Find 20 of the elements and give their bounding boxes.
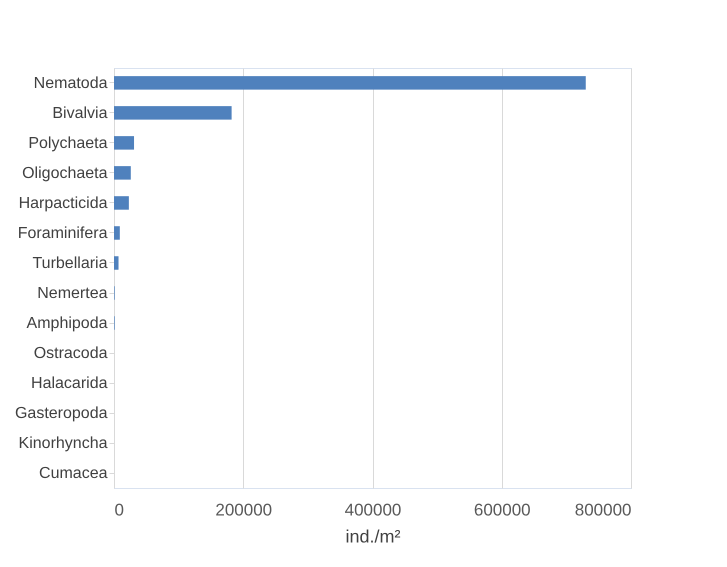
y-tick-label: Kinorhyncha — [18, 435, 108, 452]
y-tick-label: Amphipoda — [26, 315, 108, 332]
y-tick-label: Nematoda — [34, 74, 108, 92]
x-tick-label: 800000 — [574, 500, 632, 520]
y-tick-label: Polychaeta — [28, 134, 108, 152]
y-tick-label: Oligochaeta — [22, 164, 108, 182]
y-tick-label: Halacarida — [31, 375, 108, 392]
y-tick-label: Bivalvia — [52, 104, 108, 122]
y-tick-label: Foraminifera — [18, 224, 108, 242]
x-tick-label: 600000 — [474, 500, 531, 520]
y-tick-label: Ostracoda — [34, 345, 108, 362]
y-tick-label: Nemertea — [37, 285, 108, 302]
x-tick-label: 400000 — [344, 500, 402, 520]
y-tick-label: Harpacticida — [18, 194, 108, 212]
y-tick-label: Cumacea — [39, 465, 108, 482]
x-tick-label: 0 — [114, 500, 124, 520]
x-axis-title: ind./m² — [345, 526, 401, 546]
y-tick-label: Turbellaria — [32, 254, 108, 272]
y-tick-label: Gasteropoda — [14, 405, 108, 422]
x-tick-label: 200000 — [215, 500, 272, 520]
